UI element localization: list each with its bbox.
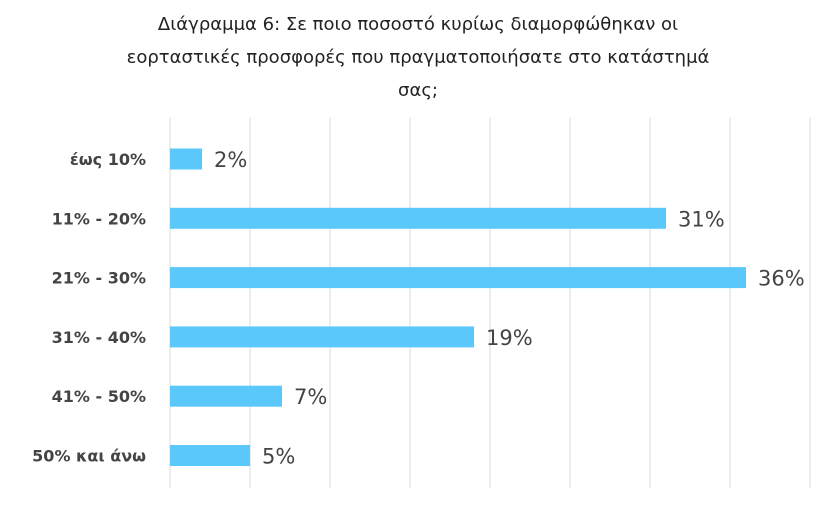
category-label-4: 41% - 50% <box>52 387 146 406</box>
data-label-0: 2% <box>214 148 247 172</box>
bars <box>170 148 746 466</box>
category-label-5: 50% και άνω <box>32 447 146 466</box>
bar-1 <box>170 207 666 229</box>
data-label-2: 36% <box>758 267 805 291</box>
chart-title-line-3: σας; <box>398 80 438 101</box>
data-label-3: 19% <box>486 326 533 350</box>
data-labels: 2% 31% 36% 19% 7% 5% <box>214 148 805 469</box>
bar-0 <box>170 148 202 170</box>
bar-2 <box>170 267 746 289</box>
bar-5 <box>170 445 250 466</box>
category-label-0: έως 10% <box>70 150 146 169</box>
bar-3 <box>170 326 474 348</box>
chart-title-line-2: εορταστικές προσφορές που πραγματοποιήσα… <box>127 47 710 68</box>
chart-title: Διάγραμμα 6: Σε ποιο ποσοστό κυρίως διαμ… <box>127 14 710 101</box>
data-label-1: 31% <box>678 207 725 231</box>
category-labels: έως 10% 11% - 20% 21% - 30% 31% - 40% 41% - … <box>32 150 146 466</box>
chart-title-line-1: Διάγραμμα 6: Σε ποιο ποσοστό κυρίως διαμ… <box>158 14 678 35</box>
gridlines <box>169 118 811 488</box>
data-label-5: 5% <box>262 445 295 469</box>
category-label-1: 11% - 20% <box>52 209 146 228</box>
bar-4 <box>170 385 282 407</box>
category-label-2: 21% - 30% <box>52 269 146 288</box>
data-label-4: 7% <box>294 385 327 409</box>
category-label-3: 31% - 40% <box>52 328 146 347</box>
